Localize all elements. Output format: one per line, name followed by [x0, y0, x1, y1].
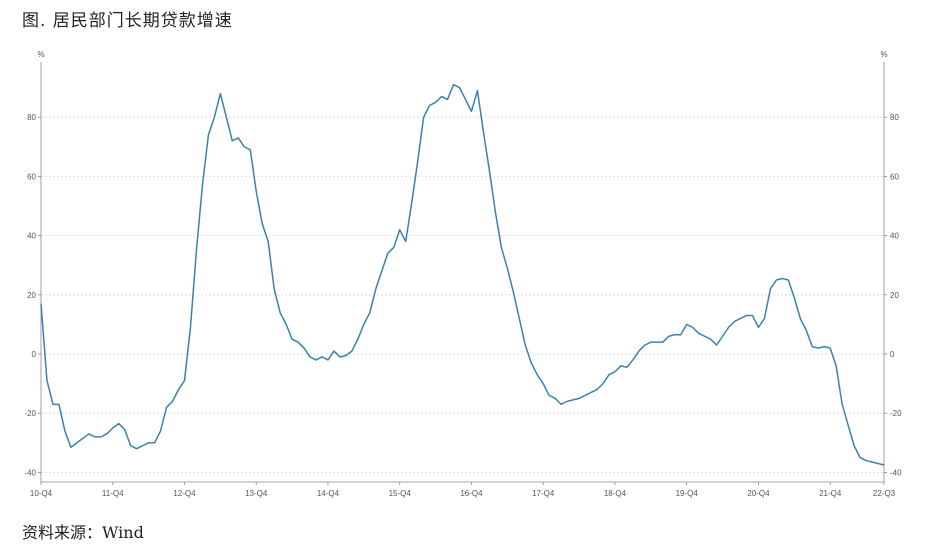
chart-title: 图. 居民部门长期贷款增速 — [22, 11, 233, 31]
x-tick-label: 18-Q4 — [604, 489, 627, 498]
y-tick-label-left: 80 — [27, 113, 36, 122]
x-tick-label: 12-Q4 — [173, 489, 196, 498]
y-tick-label-left: -20 — [24, 409, 36, 418]
source-note: 资料来源：Wind — [22, 523, 144, 542]
x-tick-label: 16-Q4 — [460, 489, 483, 498]
series-line — [40, 83, 885, 466]
y-tick-label-right: 20 — [890, 291, 899, 300]
y-tick-label-right: 40 — [890, 232, 899, 241]
x-tick-label: 19-Q4 — [676, 489, 699, 498]
x-tick-label: 22-Q3 — [873, 489, 896, 498]
y-tick-label-right: 0 — [890, 350, 895, 359]
x-tick-label: 10-Q4 — [30, 489, 53, 498]
y-axis-unit-left: % — [37, 50, 44, 59]
y-tick-label-left: 40 — [27, 232, 36, 241]
y-tick-label-left: 0 — [32, 350, 37, 359]
series-layer — [40, 83, 885, 466]
y-tick-label-left: -40 — [24, 468, 36, 477]
x-tick-label: 20-Q4 — [747, 489, 770, 498]
gridlines — [41, 116, 884, 473]
y-tick-label-right: 60 — [890, 172, 899, 181]
y-tick-label-right: 80 — [890, 113, 899, 122]
x-tick-label: 21-Q4 — [819, 489, 842, 498]
x-tick-label: 17-Q4 — [532, 489, 555, 498]
y-axis-unit-right: % — [880, 50, 887, 59]
y-tick-label-right: -20 — [890, 409, 902, 418]
axes — [38, 62, 887, 485]
x-tick-label: 14-Q4 — [317, 489, 340, 498]
y-tick-label-left: 20 — [27, 291, 36, 300]
y-tick-label-right: -40 — [890, 468, 902, 477]
tick-labels: -40 -40 -20 -20 0 0 20 20 40 40 60 60 80 80% % 10-Q4 11-… — [24, 50, 902, 498]
x-tick-label: 11-Q4 — [102, 489, 124, 498]
x-tick-label: 15-Q4 — [389, 489, 412, 498]
x-tick-label: 13-Q4 — [245, 489, 268, 498]
y-tick-label-left: 60 — [27, 172, 36, 181]
